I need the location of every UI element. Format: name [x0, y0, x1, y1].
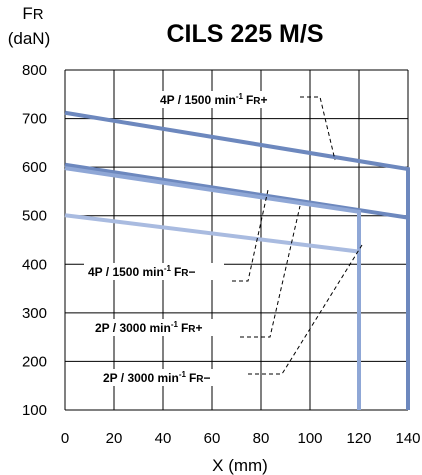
series-label-bg [156, 91, 296, 108]
x-tick-label: 20 [106, 430, 123, 447]
y-tick-label: 500 [22, 208, 47, 225]
series-line-1 [64, 110, 410, 410]
series-label-bg [99, 369, 239, 386]
series-label-3: 2P / 3000 min-1 FR+ [95, 320, 203, 335]
series-label-bg [91, 319, 231, 336]
y-axis-label: FR [22, 4, 43, 23]
series-label-1: 4P / 1500 min-1 FR+ [160, 92, 268, 107]
series-label-2: 4P / 1500 min-1 FR− [88, 264, 196, 279]
y-axis-label-r: R [33, 6, 44, 23]
y-tick-label: 800 [22, 62, 47, 79]
x-tick-label: 140 [395, 430, 420, 447]
x-tick-label: 120 [346, 430, 371, 447]
series-label-4: 2P / 3000 min-1 FR− [103, 370, 211, 385]
series-line-3 [64, 166, 361, 410]
leader-line-2 [232, 189, 269, 282]
chart-title: CILS 225 M/S [167, 20, 324, 48]
y-tick-label: 200 [22, 353, 47, 370]
x-tick-label: 0 [61, 430, 69, 447]
y-tick-label: 300 [22, 305, 47, 322]
tick-labels: 0 20 40 60 80 100 120 140 100 200 300 400 500 600 700 8… [22, 62, 421, 447]
series-layer [64, 110, 410, 410]
x-tick-label: 40 [155, 430, 172, 447]
y-tick-label: 600 [22, 159, 47, 176]
y-axis-label-f: F [22, 4, 32, 23]
annotation-layer: 4P / 1500 min-1 FR+ 4P / 1500 min-1 FR− 2P /… [84, 91, 363, 386]
y-axis-unit: (daN) [8, 29, 51, 48]
y-tick-label: 400 [22, 256, 47, 273]
x-tick-label: 100 [297, 430, 322, 447]
leader-line-4 [248, 244, 363, 375]
x-axis-label: X (mm) [212, 456, 268, 475]
x-tick-label: 80 [253, 430, 270, 447]
leader-line-1 [300, 96, 336, 161]
leader-line-3 [240, 205, 301, 338]
series-line-4 [64, 213, 360, 254]
x-tick-label: 60 [204, 430, 221, 447]
y-tick-label: 100 [22, 402, 47, 419]
y-tick-label: 700 [22, 111, 47, 128]
series-label-bg [84, 263, 224, 280]
